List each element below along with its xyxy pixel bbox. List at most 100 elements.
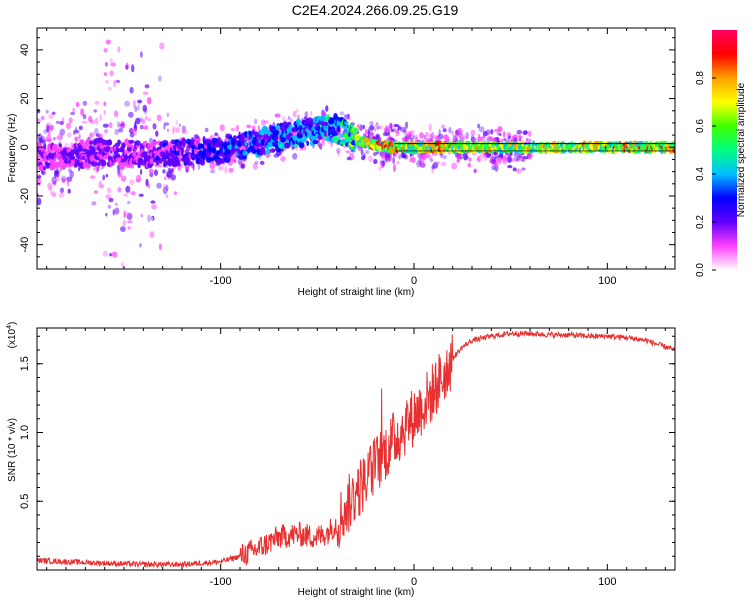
spectrogram-cell [181,138,186,145]
spectrogram-cell [468,157,472,162]
spectrogram-cell [107,139,112,146]
spectrogram-cell [428,154,433,160]
y-tick-label: 0.5 [19,494,31,509]
spectrogram-cell [501,138,505,142]
spectrogram-cell [496,131,500,136]
spectrogram-cell [179,126,184,132]
spectrogram-cell [260,122,263,126]
spectrogram-cell [102,250,109,257]
spectrogram-cell [147,214,151,223]
snr-multiplier-exp: 4 [6,325,13,329]
spectrogram-cell [37,178,42,186]
spectrogram-cell [321,140,325,147]
snr-xlabel: Height of straight line (km) [298,587,415,598]
colorbar-tick-label: 0.6 [695,119,706,133]
spectrogram-cell [155,130,159,137]
spectrogram-cell [219,124,225,132]
spectrogram-cell [292,153,298,160]
spectrogram-cell [127,201,131,205]
spectrogram-cell [82,114,87,120]
spectrogram-cell [142,104,147,112]
spectrogram-cell [425,131,429,138]
spectrogram-cell [481,137,488,143]
spectrogram-cell [398,161,402,169]
spectrogram-cell [68,117,73,124]
spectrogram-cell [232,155,237,161]
spectrogram-cell [233,159,237,164]
spectrogram-cell [73,129,76,136]
spectrogram-cell [393,127,397,132]
spectrogram-cell [127,226,131,230]
spectrogram-cell [344,137,352,143]
spectrogram-cell [217,159,222,164]
spectrogram-cell [507,165,513,169]
spectrogram-cell [178,123,181,128]
spectrogram-cell [59,166,62,172]
spectrogram-cell [211,137,219,143]
spectrogram-cell [156,114,162,122]
spectrogram-cell [49,187,53,192]
spectrogram-cell [414,134,419,142]
spectrogram-cell [67,168,72,173]
spectrogram-cell [456,154,462,159]
spectrogram-cell [45,109,49,114]
spectrogram-cell [41,137,47,144]
spectrogram-cell [37,118,41,124]
spectrogram-cell [273,130,280,136]
spectrogram-cell [128,111,134,118]
spectrogram-cell [470,136,477,144]
spectrogram-cell [92,167,97,171]
spectrogram-cell [410,156,416,163]
spectrogram-cell [131,126,136,134]
spectrogram-cell [60,133,63,141]
spectrogram-cell [37,133,43,141]
spectrogram-cell [522,155,529,160]
spectrogram-cell [289,118,293,123]
spectrogram-cell [461,134,466,139]
spectrogram-cell [119,170,123,178]
spectrogram-cell [226,152,232,159]
spectrogram-cell [209,161,216,170]
spectrogram-cell [165,133,168,139]
snr-series-line [37,329,675,569]
spectrogram-cell [38,164,45,172]
spectrogram-cell [103,110,106,116]
spectrogram-cell [512,167,517,172]
spectrogram-cell [90,175,96,180]
spectrogram-cell [252,162,258,170]
spectrogram-cell [56,166,59,173]
spectrogram-cell [490,129,494,135]
spectrogram-cell [416,160,422,168]
spectrogram-cell [343,116,349,120]
spectrogram-cell [40,115,45,121]
figure-title: C2E4.2024.266.09.25.G19 [292,2,459,18]
spectrogram-cell [78,134,81,139]
snr-multiplier-close: ) [7,322,18,325]
spectrogram-cell [154,215,161,221]
spectrogram-cell [392,156,395,165]
colorbar-gradient [712,30,737,270]
spectrogram-cell [378,166,382,171]
spectrogram-cell [346,156,352,161]
spectrogram-cell [187,161,193,166]
spectrogram-cell [317,134,323,141]
spectrogram-cell [168,169,174,174]
spectrogram-cell [502,155,507,161]
spectrogram-cell [237,158,243,165]
spectrogram-cell [122,219,127,227]
spectrogram-cell [523,130,528,134]
spectrogram-cell [142,151,148,156]
spectrogram-cell [126,212,133,221]
spectrogram-cell [260,119,266,126]
spectrogram-cell [119,162,126,169]
spectrogram-cell [380,153,386,160]
spectrogram-cell [61,117,65,124]
spectrogram-cell [208,148,212,154]
spectrogram-cell [275,135,278,141]
spectrogram-cell [442,128,447,133]
spectrogram-cell [410,133,415,138]
spectrogram-cell [356,146,360,150]
spectrogram-cell [150,200,156,204]
y-tick-label: 1.0 [19,425,31,440]
spectrogram-cell [138,204,145,208]
